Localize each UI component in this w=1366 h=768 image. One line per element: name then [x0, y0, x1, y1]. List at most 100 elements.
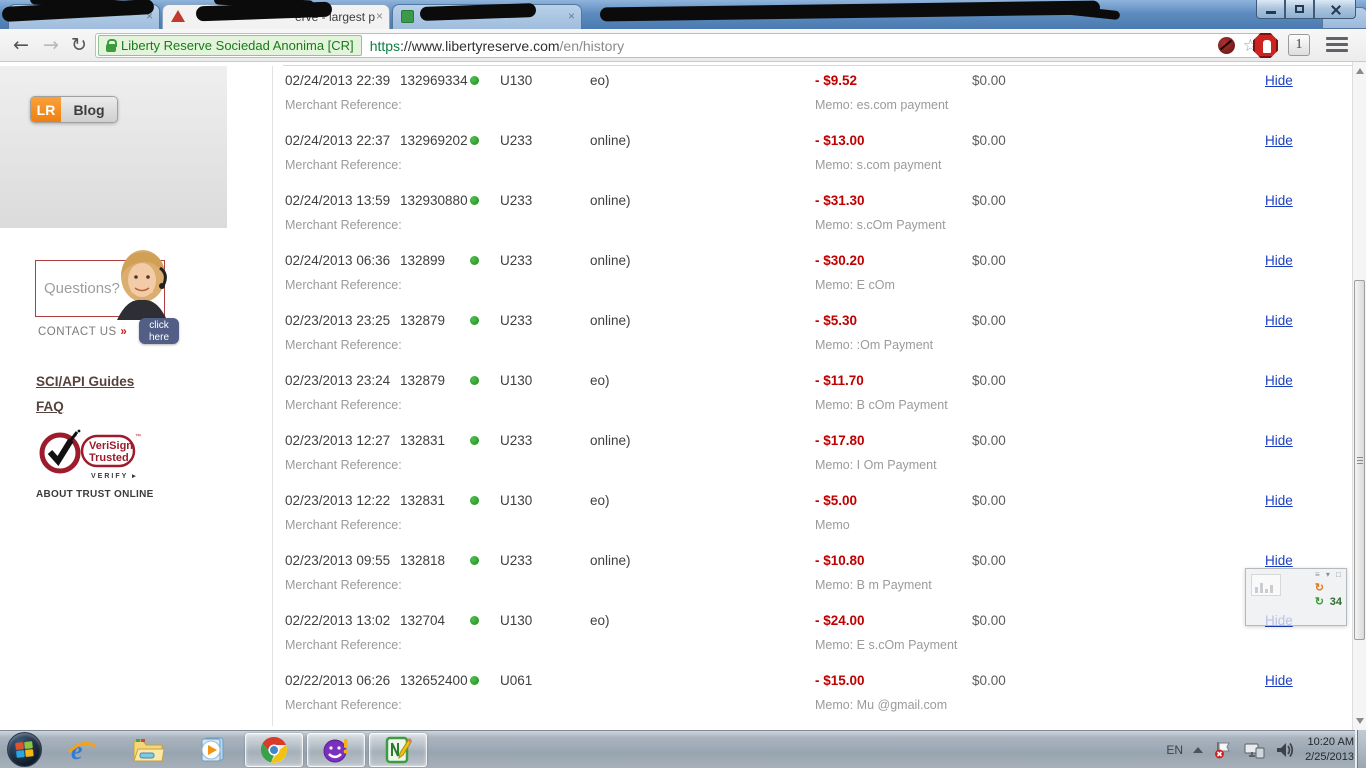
taskbar-clock[interactable]: 10:20 AM 2/25/2013 — [1305, 735, 1354, 765]
extension-stop-hand-icon[interactable] — [1253, 33, 1278, 58]
restore-button[interactable] — [1285, 0, 1314, 19]
clock-date: 2/25/2013 — [1305, 751, 1354, 763]
lr-blog-button[interactable]: LR Blog — [30, 96, 118, 123]
hide-link[interactable]: Hide — [1265, 133, 1293, 148]
back-button[interactable]: ← — [13, 34, 29, 56]
account-number: U233 — [500, 313, 533, 328]
batch-number: 132879 — [400, 373, 446, 388]
merchant-reference-label: Merchant Reference: — [285, 698, 402, 712]
hide-link[interactable]: Hide — [1265, 193, 1293, 208]
widget-window-controls[interactable]: ≡ ▾ □ — [1315, 570, 1343, 579]
refresh-orange-icon[interactable]: ↻ — [1314, 582, 1324, 594]
transaction-date: 02/24/2013 06:36 — [285, 253, 391, 268]
transaction-memo: Memo — [815, 518, 850, 532]
windows-logo-icon — [15, 741, 35, 759]
hidden-icons-arrow[interactable] — [1193, 747, 1204, 753]
transaction-memo: Memo: E cOm — [815, 278, 895, 292]
chrome-menu-icon[interactable] — [1326, 37, 1348, 53]
media-player-icon[interactable] — [192, 734, 232, 766]
start-button[interactable] — [7, 732, 42, 767]
tab-close-icon[interactable]: × — [567, 9, 575, 23]
merchant-reference-label: Merchant Reference: — [285, 458, 402, 472]
transaction-fee: $0.00 — [972, 193, 1006, 208]
transaction-amount: - $5.30 — [815, 313, 858, 328]
transaction-date: 02/24/2013 22:37 — [285, 133, 391, 148]
widget-mini-chart — [1251, 574, 1281, 596]
hide-link[interactable]: Hide — [1265, 373, 1293, 388]
contact-us-link[interactable]: CONTACT US » — [38, 326, 127, 338]
floating-widget-overlay[interactable]: ≡ ▾ □ ↻ ↻ 34 — [1245, 568, 1347, 626]
show-desktop-button[interactable] — [1355, 730, 1366, 768]
status-dot-icon — [470, 196, 479, 205]
extension-counter-icon[interactable]: 1 — [1288, 34, 1310, 56]
verisign-trusted-seal[interactable]: VeriSign Trusted ™ VERIFY ▸ — [35, 428, 143, 482]
sidebar-link-faq[interactable]: FAQ — [36, 399, 64, 414]
click-here-button[interactable]: click here — [139, 318, 179, 344]
transaction-row: 02/23/2013 23:25 132879 U233 online) - $… — [272, 306, 1352, 366]
about-trust-online-link[interactable]: ABOUT TRUST ONLINE — [36, 489, 154, 500]
account-name: eo) — [590, 493, 610, 508]
transaction-fee: $0.00 — [972, 673, 1006, 688]
minimize-button[interactable] — [1256, 0, 1285, 19]
refresh-button[interactable]: ↻ — [71, 34, 87, 56]
transaction-date: 02/23/2013 12:22 — [285, 493, 391, 508]
forward-button[interactable]: → — [43, 34, 59, 56]
account-name: eo) — [590, 73, 610, 88]
action-center-flag-icon[interactable] — [1213, 740, 1233, 760]
hide-link[interactable]: Hide — [1265, 553, 1293, 568]
transaction-amount: - $10.80 — [815, 553, 865, 568]
url-path: /en/history — [559, 37, 625, 54]
address-bar[interactable]: Liberty Reserve Sociedad Anonima [CR] ht… — [95, 33, 1267, 58]
account-name: online) — [590, 433, 631, 448]
refresh-green-icon[interactable]: ↻ — [1314, 596, 1324, 608]
status-dot-icon — [470, 256, 479, 265]
content-blocked-icon[interactable] — [1217, 37, 1235, 54]
tab-close-icon[interactable]: × — [145, 9, 153, 23]
page-url: https://www.libertyreserve.com/en/histor… — [370, 38, 624, 54]
transaction-amount: - $24.00 — [815, 613, 865, 628]
transaction-row: 02/23/2013 09:55 132818 U233 online) - $… — [272, 546, 1352, 606]
scrollbar-thumb[interactable] — [1354, 280, 1365, 640]
hide-link[interactable]: Hide — [1265, 313, 1293, 328]
hide-link[interactable]: Hide — [1265, 433, 1293, 448]
merchant-reference-label: Merchant Reference: — [285, 638, 402, 652]
transaction-row: 02/24/2013 22:37 132969202 U233 online) … — [272, 126, 1352, 186]
sidebar-link-sci-api-guides[interactable]: SCI/API Guides — [36, 374, 135, 389]
language-indicator[interactable]: EN — [1166, 743, 1184, 757]
yahoo-messenger-taskbar-button[interactable] — [307, 733, 365, 767]
account-name: online) — [590, 253, 631, 268]
windows-explorer-icon[interactable] — [128, 734, 168, 766]
window-controls — [1256, 0, 1356, 19]
hide-link[interactable]: Hide — [1265, 493, 1293, 508]
page-scrollbar[interactable] — [1352, 62, 1366, 730]
hide-link[interactable]: Hide — [1265, 73, 1293, 88]
account-number: U130 — [500, 73, 533, 88]
network-icon[interactable] — [1243, 740, 1265, 760]
redaction-scribble — [1059, 4, 1121, 21]
account-number: U061 — [500, 673, 533, 688]
scroll-up-icon[interactable] — [1356, 68, 1364, 74]
batch-number: 132831 — [400, 433, 446, 448]
status-dot-icon — [470, 436, 479, 445]
minimize-icon — [1265, 10, 1276, 14]
transaction-fee: $0.00 — [972, 73, 1006, 88]
click-here-line2: here — [148, 332, 169, 343]
volume-icon[interactable] — [1275, 740, 1295, 760]
ev-certificate-badge[interactable]: Liberty Reserve Sociedad Anonima [CR] — [98, 35, 362, 56]
hide-link[interactable]: Hide — [1265, 253, 1293, 268]
transaction-date: 02/23/2013 09:55 — [285, 553, 391, 568]
transaction-amount: - $11.70 — [815, 373, 864, 388]
account-number: U130 — [500, 613, 533, 628]
tab-close-icon[interactable]: × — [375, 9, 383, 23]
transaction-row: 02/23/2013 12:27 132831 U233 online) - $… — [272, 426, 1352, 486]
hide-link[interactable]: Hide — [1265, 673, 1293, 688]
close-button[interactable] — [1314, 0, 1356, 19]
transaction-amount: - $13.00 — [815, 133, 865, 148]
transaction-memo: Memo: s.com payment — [815, 158, 942, 172]
notepad-plus-plus-taskbar-button[interactable] — [369, 733, 427, 767]
scroll-down-icon[interactable] — [1356, 718, 1364, 724]
chrome-taskbar-button[interactable] — [245, 733, 303, 767]
internet-explorer-icon[interactable]: e — [62, 734, 102, 766]
transaction-memo: Memo: I Om Payment — [815, 458, 937, 472]
